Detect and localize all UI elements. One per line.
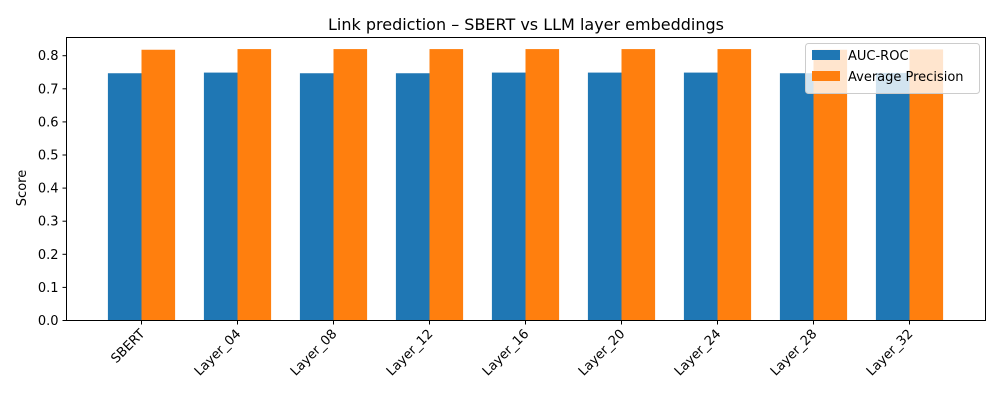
bar-average-precision-layer_16 [525, 49, 560, 321]
bar-average-precision-layer_12 [429, 49, 464, 321]
y-tick-label: 0.3 [38, 215, 59, 230]
bar-auc-roc-layer_20 [587, 72, 622, 321]
x-tick-label: Layer_04 [192, 327, 245, 380]
x-tick-label: Layer_08 [288, 327, 341, 380]
plot-frame [66, 37, 986, 321]
y-tick-label: 0.7 [38, 82, 59, 97]
y-axis: 0.0 0.1 0.2 0.3 0.4 0.5 0.6 0.7 0.8 [38, 49, 67, 329]
legend: AUC-ROC Average Precision [805, 43, 980, 94]
y-tick-label: 0.5 [38, 149, 59, 164]
x-tick-label: Layer_28 [768, 327, 821, 380]
y-tick-label: 0.4 [38, 182, 59, 197]
bar-auc-roc-layer_24 [683, 72, 718, 321]
x-tick-label: Layer_24 [672, 327, 725, 380]
bar-auc-roc-layer_04 [203, 72, 238, 321]
x-tick-label: Layer_32 [864, 327, 917, 380]
bar-average-precision-layer_08 [333, 49, 368, 321]
y-tick-label: 0.2 [38, 248, 59, 263]
bar-auc-roc-layer_12 [395, 73, 430, 321]
bar-average-precision-layer_32 [909, 49, 944, 321]
x-tick-label: Layer_12 [384, 327, 437, 380]
y-axis-label: Score [15, 170, 30, 206]
legend-box [805, 43, 980, 94]
bar-average-precision-layer_28 [813, 49, 848, 321]
legend-swatch [812, 71, 840, 81]
y-tick-label: 0.8 [38, 49, 59, 64]
chart-title: Link prediction – SBERT vs LLM layer emb… [328, 15, 724, 34]
bar-average-precision-layer_24 [717, 49, 752, 321]
x-axis: SBERT Layer_04 Layer_08 Layer_12 Layer_16 Lay… [108, 320, 917, 380]
bar-average-precision-layer_20 [621, 49, 656, 321]
bar-auc-roc-layer_08 [299, 73, 334, 321]
bar-average-precision-sbert [141, 49, 176, 321]
y-tick-label: 0.6 [38, 115, 59, 130]
bar-auc-roc-layer_32 [875, 72, 910, 321]
legend-label: Average Precision [848, 70, 964, 85]
bar-average-precision-layer_04 [237, 49, 272, 321]
x-tick-label: SBERT [108, 327, 148, 367]
y-tick-label: 0.0 [38, 314, 59, 329]
bar-auc-roc-sbert [107, 73, 142, 321]
x-tick-label: Layer_20 [576, 327, 629, 380]
y-tick-label: 0.1 [38, 281, 59, 296]
x-tick-label: Layer_16 [480, 327, 533, 380]
bar-auc-roc-layer_28 [779, 73, 814, 321]
legend-label: AUC-ROC [848, 49, 909, 64]
bars-group [107, 49, 944, 321]
bar-auc-roc-layer_16 [491, 72, 526, 321]
legend-swatch [812, 50, 840, 60]
